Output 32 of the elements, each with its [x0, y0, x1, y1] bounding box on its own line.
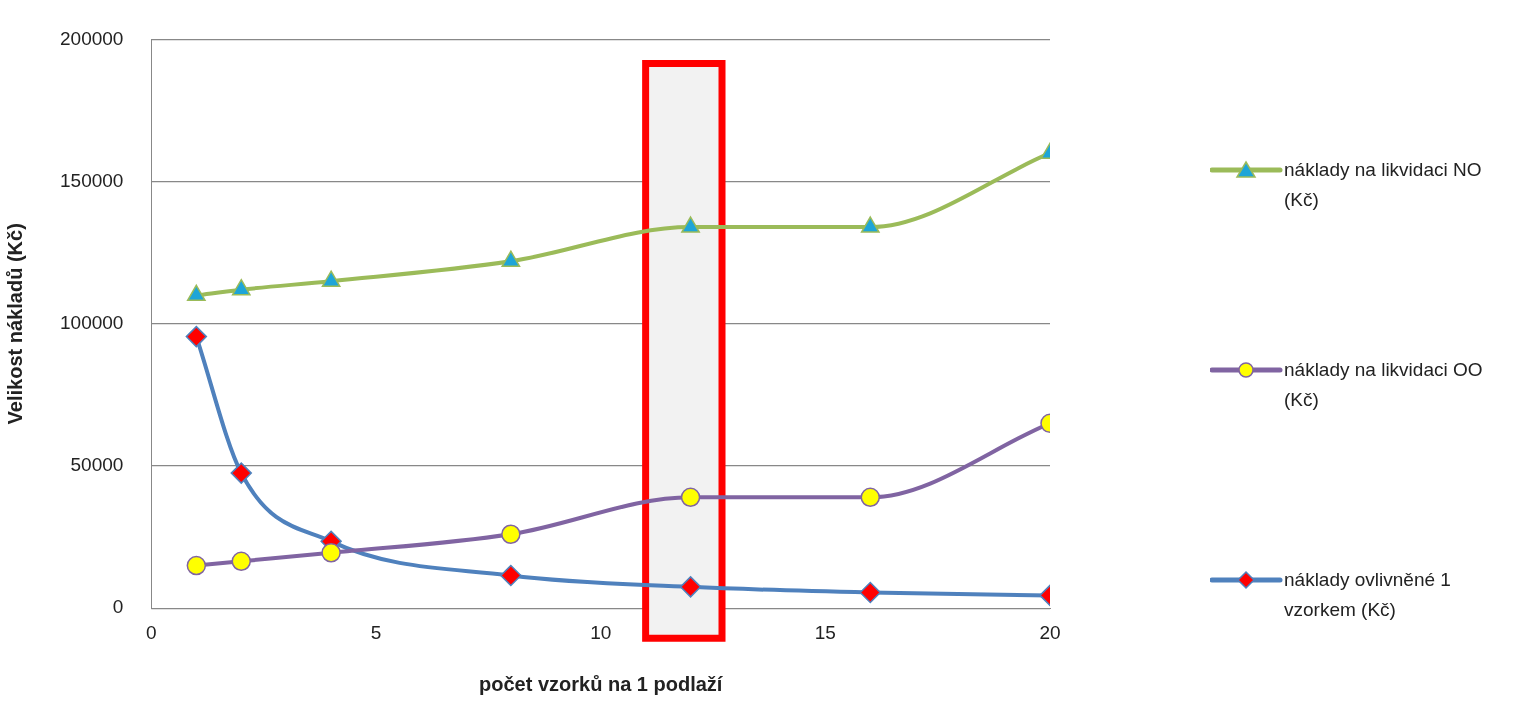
point	[185, 325, 208, 348]
y-tick-label: 0	[112, 596, 124, 618]
x-tick-label: 20	[1039, 621, 1061, 643]
x-axis-title: počet vzorků na 1 podlaží	[479, 672, 724, 695]
point	[186, 284, 206, 302]
point	[230, 462, 253, 484]
legend-label: náklady na likvidaci OO (Kč)	[1284, 358, 1484, 412]
y-tick-label: 100000	[60, 312, 124, 334]
point	[321, 270, 341, 287]
x-tick-label: 10	[590, 621, 612, 643]
y-tick-label: 50000	[70, 454, 124, 476]
point	[231, 551, 252, 572]
point	[501, 524, 521, 545]
y-tick-label: 150000	[60, 169, 124, 191]
point	[681, 216, 700, 233]
y-axis-title: Velikost nákladů (Kč)	[3, 223, 26, 425]
point	[859, 581, 882, 604]
point	[501, 250, 521, 267]
point	[500, 564, 522, 587]
point	[680, 487, 701, 508]
point	[231, 278, 251, 296]
point	[860, 216, 880, 233]
point	[186, 555, 207, 576]
y-tick-label: 200000	[60, 27, 124, 49]
x-tick-label: 5	[370, 621, 382, 643]
x-tick-label: 0	[146, 621, 157, 643]
point	[679, 576, 702, 598]
point	[860, 487, 881, 508]
x-tick-label: 15	[814, 621, 836, 643]
legend-label: náklady na likvidaci NO (Kč)	[1284, 158, 1483, 212]
legend-label: náklady ovlivněné 1 vzorkem (Kč)	[1284, 568, 1452, 622]
point	[321, 542, 341, 563]
